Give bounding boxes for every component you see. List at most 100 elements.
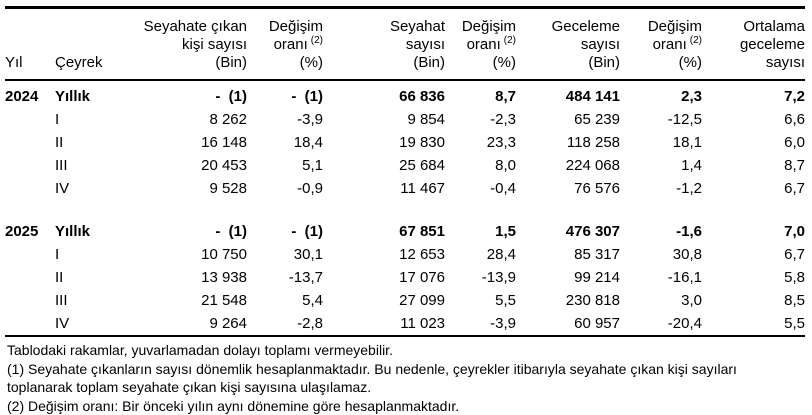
value-cell: - (1) (291, 223, 323, 240)
footnotes: Tablodaki rakamlar, yuvarlamadan dolayı … (7, 341, 812, 415)
value-cell: 5,8 (784, 269, 805, 286)
value-cell: 30,8 (672, 246, 702, 263)
value-cell: 6,7 (784, 246, 805, 263)
col-header-yil: Yıl (5, 8, 55, 81)
header-row: Yıl Çeyrek Seyahate çıkan kişi sayısı (B… (5, 8, 805, 81)
col-header-ceyrek: Çeyrek (55, 8, 128, 81)
quarter-cell: II (55, 269, 64, 286)
table-row: III 20 453 5,1 25 684 8,0 224 068 1,4 8,7 (5, 154, 805, 177)
value-cell: 27 099 (399, 292, 445, 309)
value-cell: 20 453 (201, 157, 247, 174)
value-cell: 85 317 (574, 246, 620, 263)
quarter-cell: III (55, 292, 68, 309)
value-cell: 5,1 (302, 157, 323, 174)
value-cell: 1,5 (495, 223, 516, 240)
value-cell: - (1) (215, 88, 247, 105)
value-cell: 6,7 (784, 180, 805, 197)
value-cell: 7,2 (784, 88, 805, 105)
year-cell (5, 289, 55, 312)
quarter-cell: IV (55, 180, 70, 197)
col-header-degisim-orani-1: Değişim oranı (2) (%) (268, 18, 323, 71)
value-cell: 3,0 (681, 292, 702, 309)
value-cell: 484 141 (565, 88, 620, 105)
quarter-cell: I (55, 111, 60, 128)
value-cell: 11 023 (400, 315, 445, 332)
value-cell: 7,0 (784, 223, 805, 240)
value-cell: 17 076 (399, 269, 445, 286)
value-cell: -0,4 (490, 180, 516, 197)
year-cell (5, 154, 55, 177)
value-cell: 8,7 (784, 157, 805, 174)
value-cell: 10 750 (201, 246, 247, 263)
value-cell: 66 836 (399, 88, 445, 105)
value-cell: 18,4 (293, 134, 323, 151)
value-cell: 28,4 (486, 246, 516, 263)
value-cell: 18,1 (672, 134, 702, 151)
footnote-rounding: Tablodaki rakamlar, yuvarlamadan dolayı … (7, 342, 393, 358)
table-row: II 16 148 18,4 19 830 23,3 118 258 18,1 6,0 (5, 131, 805, 154)
year-cell (5, 266, 55, 289)
value-cell: 8,5 (784, 292, 805, 309)
col-header-degisim-orani-3: Değişim oranı (2) (%) (647, 18, 702, 71)
value-cell: 21 548 (201, 292, 247, 309)
quarter-cell: I (55, 246, 60, 263)
value-cell: -2,8 (297, 315, 323, 332)
table-row: III 21 548 5,4 27 099 5,5 230 818 3,0 8,5 (5, 289, 805, 312)
value-cell: 9 264 (209, 315, 247, 332)
group-spacer-row (5, 200, 805, 216)
table-row: I 10 750 30,1 12 653 28,4 85 317 30,8 6,7 (5, 243, 805, 266)
quarter-cell: III (55, 157, 68, 174)
year-cell (5, 243, 55, 266)
quarter-cell: Yıllık (55, 88, 91, 105)
footnote-1-line-2: toplanarak toplam seyahate çıkan kişi sa… (7, 379, 372, 396)
value-cell: 30,1 (293, 246, 323, 263)
value-cell: -12,5 (667, 111, 702, 128)
year-cell (5, 177, 55, 200)
value-cell: 8,0 (495, 157, 516, 174)
table-row: II 13 938 -13,7 17 076 -13,9 99 214 -16,1 5,8 (5, 266, 805, 289)
value-cell: 67 851 (399, 223, 445, 240)
value-cell: -2,3 (490, 111, 516, 128)
value-cell: 99 214 (574, 269, 620, 286)
value-cell: 118 258 (566, 134, 620, 151)
value-cell: 19 830 (399, 134, 445, 151)
value-cell: 2,3 (681, 88, 702, 105)
value-cell: 25 684 (399, 157, 445, 174)
value-cell: - (1) (291, 88, 323, 105)
value-cell: 9 854 (407, 111, 445, 128)
value-cell: 23,3 (486, 134, 516, 151)
col-header-yil-label: Yıl (5, 54, 23, 71)
value-cell: 76 576 (574, 180, 620, 197)
value-cell: - (1) (215, 223, 247, 240)
value-cell: 5,4 (302, 292, 323, 309)
year-cell: 2025 (5, 223, 39, 240)
year-cell (5, 131, 55, 154)
col-header-seyahat-sayisi: Seyahat sayısı (Bin) (389, 18, 445, 71)
quarter-cell: IV (55, 315, 70, 332)
value-cell: 8 262 (209, 111, 247, 128)
value-cell: 224 068 (565, 157, 620, 174)
travel-statistics-table: Yıl Çeyrek Seyahate çıkan kişi sayısı (B… (5, 6, 805, 337)
col-header-ceyrek-label: Çeyrek (55, 54, 103, 71)
footnote-ref-2: (2) (310, 35, 323, 46)
col-header-geceleme-sayisi: Geceleme sayısı (Bin) (551, 18, 620, 71)
value-cell: -3,9 (490, 315, 516, 332)
year-cell: 2024 (5, 88, 39, 105)
value-cell: -0,9 (297, 180, 323, 197)
value-cell: 230 818 (565, 292, 620, 309)
value-cell: 8,7 (495, 88, 516, 105)
table-row: IV 9 264 -2,8 11 023 -3,9 60 957 -20,4 5,5 (5, 312, 805, 336)
value-cell: 6,6 (784, 111, 805, 128)
value-cell: -1,6 (676, 223, 702, 240)
year-cell (5, 108, 55, 131)
col-header-kisi-sayisi: Seyahate çıkan kişi sayısı (Bin) (143, 18, 247, 71)
value-cell: -13,9 (481, 269, 516, 286)
value-cell: 65 239 (574, 111, 620, 128)
value-cell: -1,2 (676, 180, 702, 197)
footnote-2: (2) Değişim oranı: Bir önceki yılın aynı… (7, 397, 460, 414)
table-row: 2024 Yıllık - (1) - (1) 66 836 8,7 484 141 2,3 7… (5, 80, 805, 108)
value-cell: -3,9 (297, 111, 323, 128)
value-cell: 16 148 (201, 134, 247, 151)
value-cell: 5,5 (495, 292, 516, 309)
